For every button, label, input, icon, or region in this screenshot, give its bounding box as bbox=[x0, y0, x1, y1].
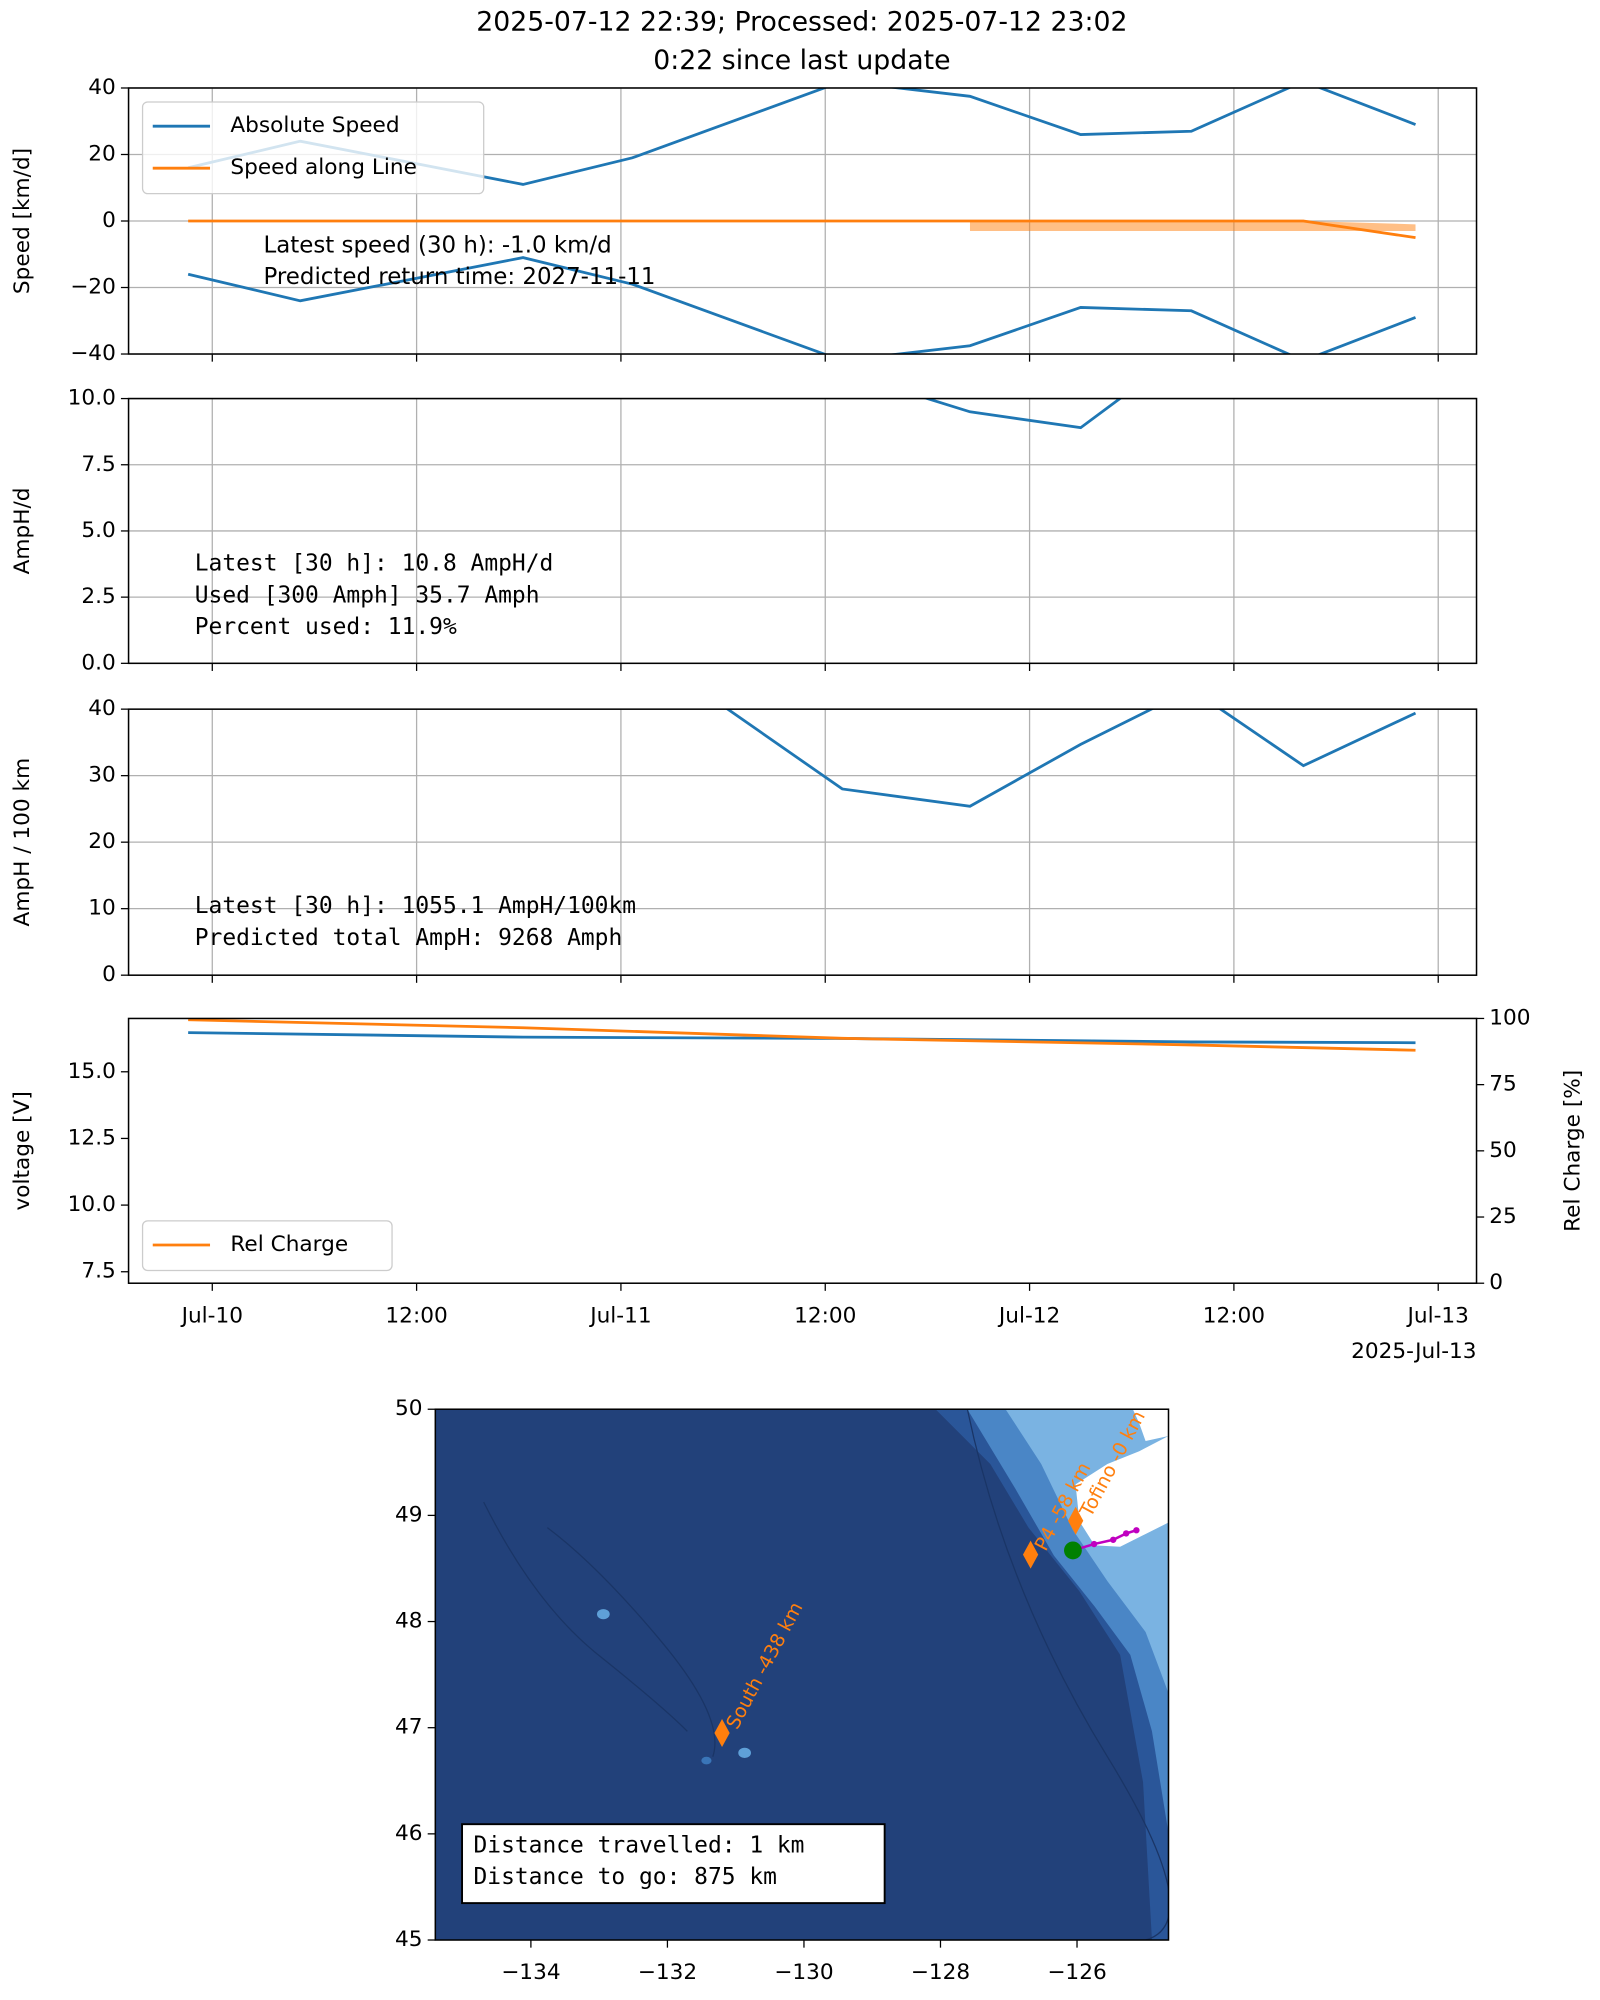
y-tick-label: 40 bbox=[88, 696, 116, 721]
annotation: Predicted total AmpH: 9268 Amph bbox=[195, 925, 623, 951]
text-box-line: Distance travelled: 1 km bbox=[474, 1832, 805, 1858]
annotation: Used [300 Amph] 35.7 Amph bbox=[195, 582, 540, 608]
land bbox=[1132, 1409, 1169, 1442]
y-tick-label: 7.5 bbox=[81, 1259, 115, 1284]
y2-tick-label: 100 bbox=[1489, 1005, 1530, 1030]
contour bbox=[546, 1527, 716, 1757]
seamount bbox=[596, 1609, 610, 1620]
y-axis-label: Speed [km/d] bbox=[10, 148, 35, 294]
y-tick-label: −40 bbox=[70, 341, 116, 366]
y2-tick-label: 0 bbox=[1489, 1270, 1503, 1295]
y-tick-label: 30 bbox=[88, 763, 116, 788]
series-line bbox=[188, 219, 1416, 240]
y2-tick-label: 25 bbox=[1489, 1204, 1517, 1229]
x-tick-label: Jul-10 bbox=[180, 1303, 243, 1328]
legend-label: Speed along Line bbox=[230, 155, 417, 180]
track-point bbox=[1110, 1536, 1117, 1543]
annotation: Percent used: 11.9% bbox=[195, 614, 457, 640]
seamount bbox=[738, 1747, 751, 1758]
y-tick-label: 49 bbox=[395, 1502, 423, 1527]
y-tick-label: 20 bbox=[88, 141, 116, 166]
contour bbox=[966, 1409, 1169, 1941]
land bbox=[1075, 1435, 1169, 1547]
annotation: Latest [30 h]: 1055.1 AmpH/100km bbox=[195, 893, 636, 919]
y-tick-label: 45 bbox=[395, 1927, 423, 1952]
x-tick-label: Jul-11 bbox=[588, 1303, 651, 1328]
x-tick-label: −132 bbox=[638, 1960, 697, 1985]
y-tick-label: 2.5 bbox=[81, 584, 115, 609]
text-box bbox=[461, 1823, 886, 1905]
series-line bbox=[187, 256, 1417, 355]
track-point bbox=[1090, 1540, 1098, 1548]
axes-frame bbox=[127, 1017, 1478, 1284]
track-point bbox=[1122, 1530, 1130, 1537]
seamount bbox=[701, 1756, 712, 1765]
legend-label: Rel Charge bbox=[230, 1232, 348, 1257]
waypoint-marker bbox=[1022, 1540, 1039, 1569]
plot-area bbox=[725, 709, 1417, 808]
y-tick-label: 5.0 bbox=[81, 518, 115, 543]
y-axis-label: AmpH / 100 km bbox=[10, 758, 35, 927]
map-marks bbox=[714, 1506, 1140, 1748]
waypoint-marker bbox=[1068, 1506, 1084, 1535]
y-tick-label: 0.0 bbox=[81, 650, 115, 675]
axes-frame bbox=[127, 708, 1478, 976]
map-frame bbox=[434, 1408, 1170, 1941]
y-axis-label: AmpH/d bbox=[10, 488, 35, 575]
x-offset-label: 2025-Jul-13 bbox=[1351, 1339, 1476, 1364]
series-line bbox=[188, 1018, 1416, 1052]
text-box-line: Distance to go: 875 km bbox=[474, 1864, 777, 1890]
y-tick-label: 20 bbox=[88, 829, 116, 854]
x-tick-label: 12:00 bbox=[1203, 1303, 1265, 1328]
track-point bbox=[1133, 1527, 1140, 1534]
y-tick-label: 0 bbox=[102, 962, 116, 987]
x-tick-label: −134 bbox=[501, 1960, 560, 1985]
y-tick-label: 10.0 bbox=[68, 1192, 116, 1217]
y2-tick-label: 75 bbox=[1489, 1072, 1517, 1097]
legend-box bbox=[141, 101, 485, 195]
y2-tick-label: 50 bbox=[1489, 1138, 1517, 1163]
y-tick-label: 46 bbox=[395, 1821, 423, 1846]
x-tick-label: −128 bbox=[911, 1960, 970, 1985]
plot-area bbox=[188, 1018, 1416, 1052]
y2-axis-label: Rel Charge [%] bbox=[1560, 1070, 1585, 1232]
x-tick-label: 12:00 bbox=[385, 1303, 447, 1328]
chart-title: 2025-07-12 22:39; Processed: 2025-07-12 … bbox=[476, 7, 1127, 38]
y-tick-label: 7.5 bbox=[81, 452, 115, 477]
y-tick-label: 50 bbox=[395, 1396, 423, 1421]
x-tick-label: Jul-13 bbox=[1406, 1303, 1469, 1328]
annotation: Latest speed (30 h): -1.0 km/d bbox=[263, 232, 611, 258]
y-axis-label: voltage [V] bbox=[10, 1091, 35, 1210]
y-tick-label: 10.0 bbox=[68, 386, 116, 411]
annotation: Latest [30 h]: 10.8 AmpH/d bbox=[195, 551, 554, 577]
legend-box bbox=[141, 1220, 393, 1272]
y-tick-label: 15.0 bbox=[68, 1059, 116, 1084]
x-tick-label: −130 bbox=[774, 1960, 833, 1985]
axes-frame bbox=[127, 397, 1478, 665]
y-tick-label: 40 bbox=[88, 75, 116, 100]
x-tick-label: −126 bbox=[1047, 1960, 1106, 1985]
contour bbox=[483, 1501, 688, 1732]
y-tick-label: 10 bbox=[88, 896, 116, 921]
x-tick-label: Jul-12 bbox=[997, 1303, 1060, 1328]
y-tick-label: 48 bbox=[395, 1609, 423, 1634]
current-position bbox=[1064, 1541, 1082, 1560]
y-tick-label: 0 bbox=[102, 208, 116, 233]
legend-label: Absolute Speed bbox=[230, 113, 399, 138]
band bbox=[969, 221, 1416, 231]
annotation: Predicted return time: 2027-11-11 bbox=[263, 264, 655, 290]
chart-title: 0:22 since last update bbox=[653, 45, 950, 76]
y-tick-label: 47 bbox=[395, 1715, 423, 1740]
y-tick-label: −20 bbox=[70, 275, 116, 300]
series-line bbox=[725, 709, 1417, 808]
axes-frame bbox=[127, 87, 1478, 355]
x-tick-label: 12:00 bbox=[794, 1303, 856, 1328]
y-tick-label: 12.5 bbox=[68, 1125, 116, 1150]
